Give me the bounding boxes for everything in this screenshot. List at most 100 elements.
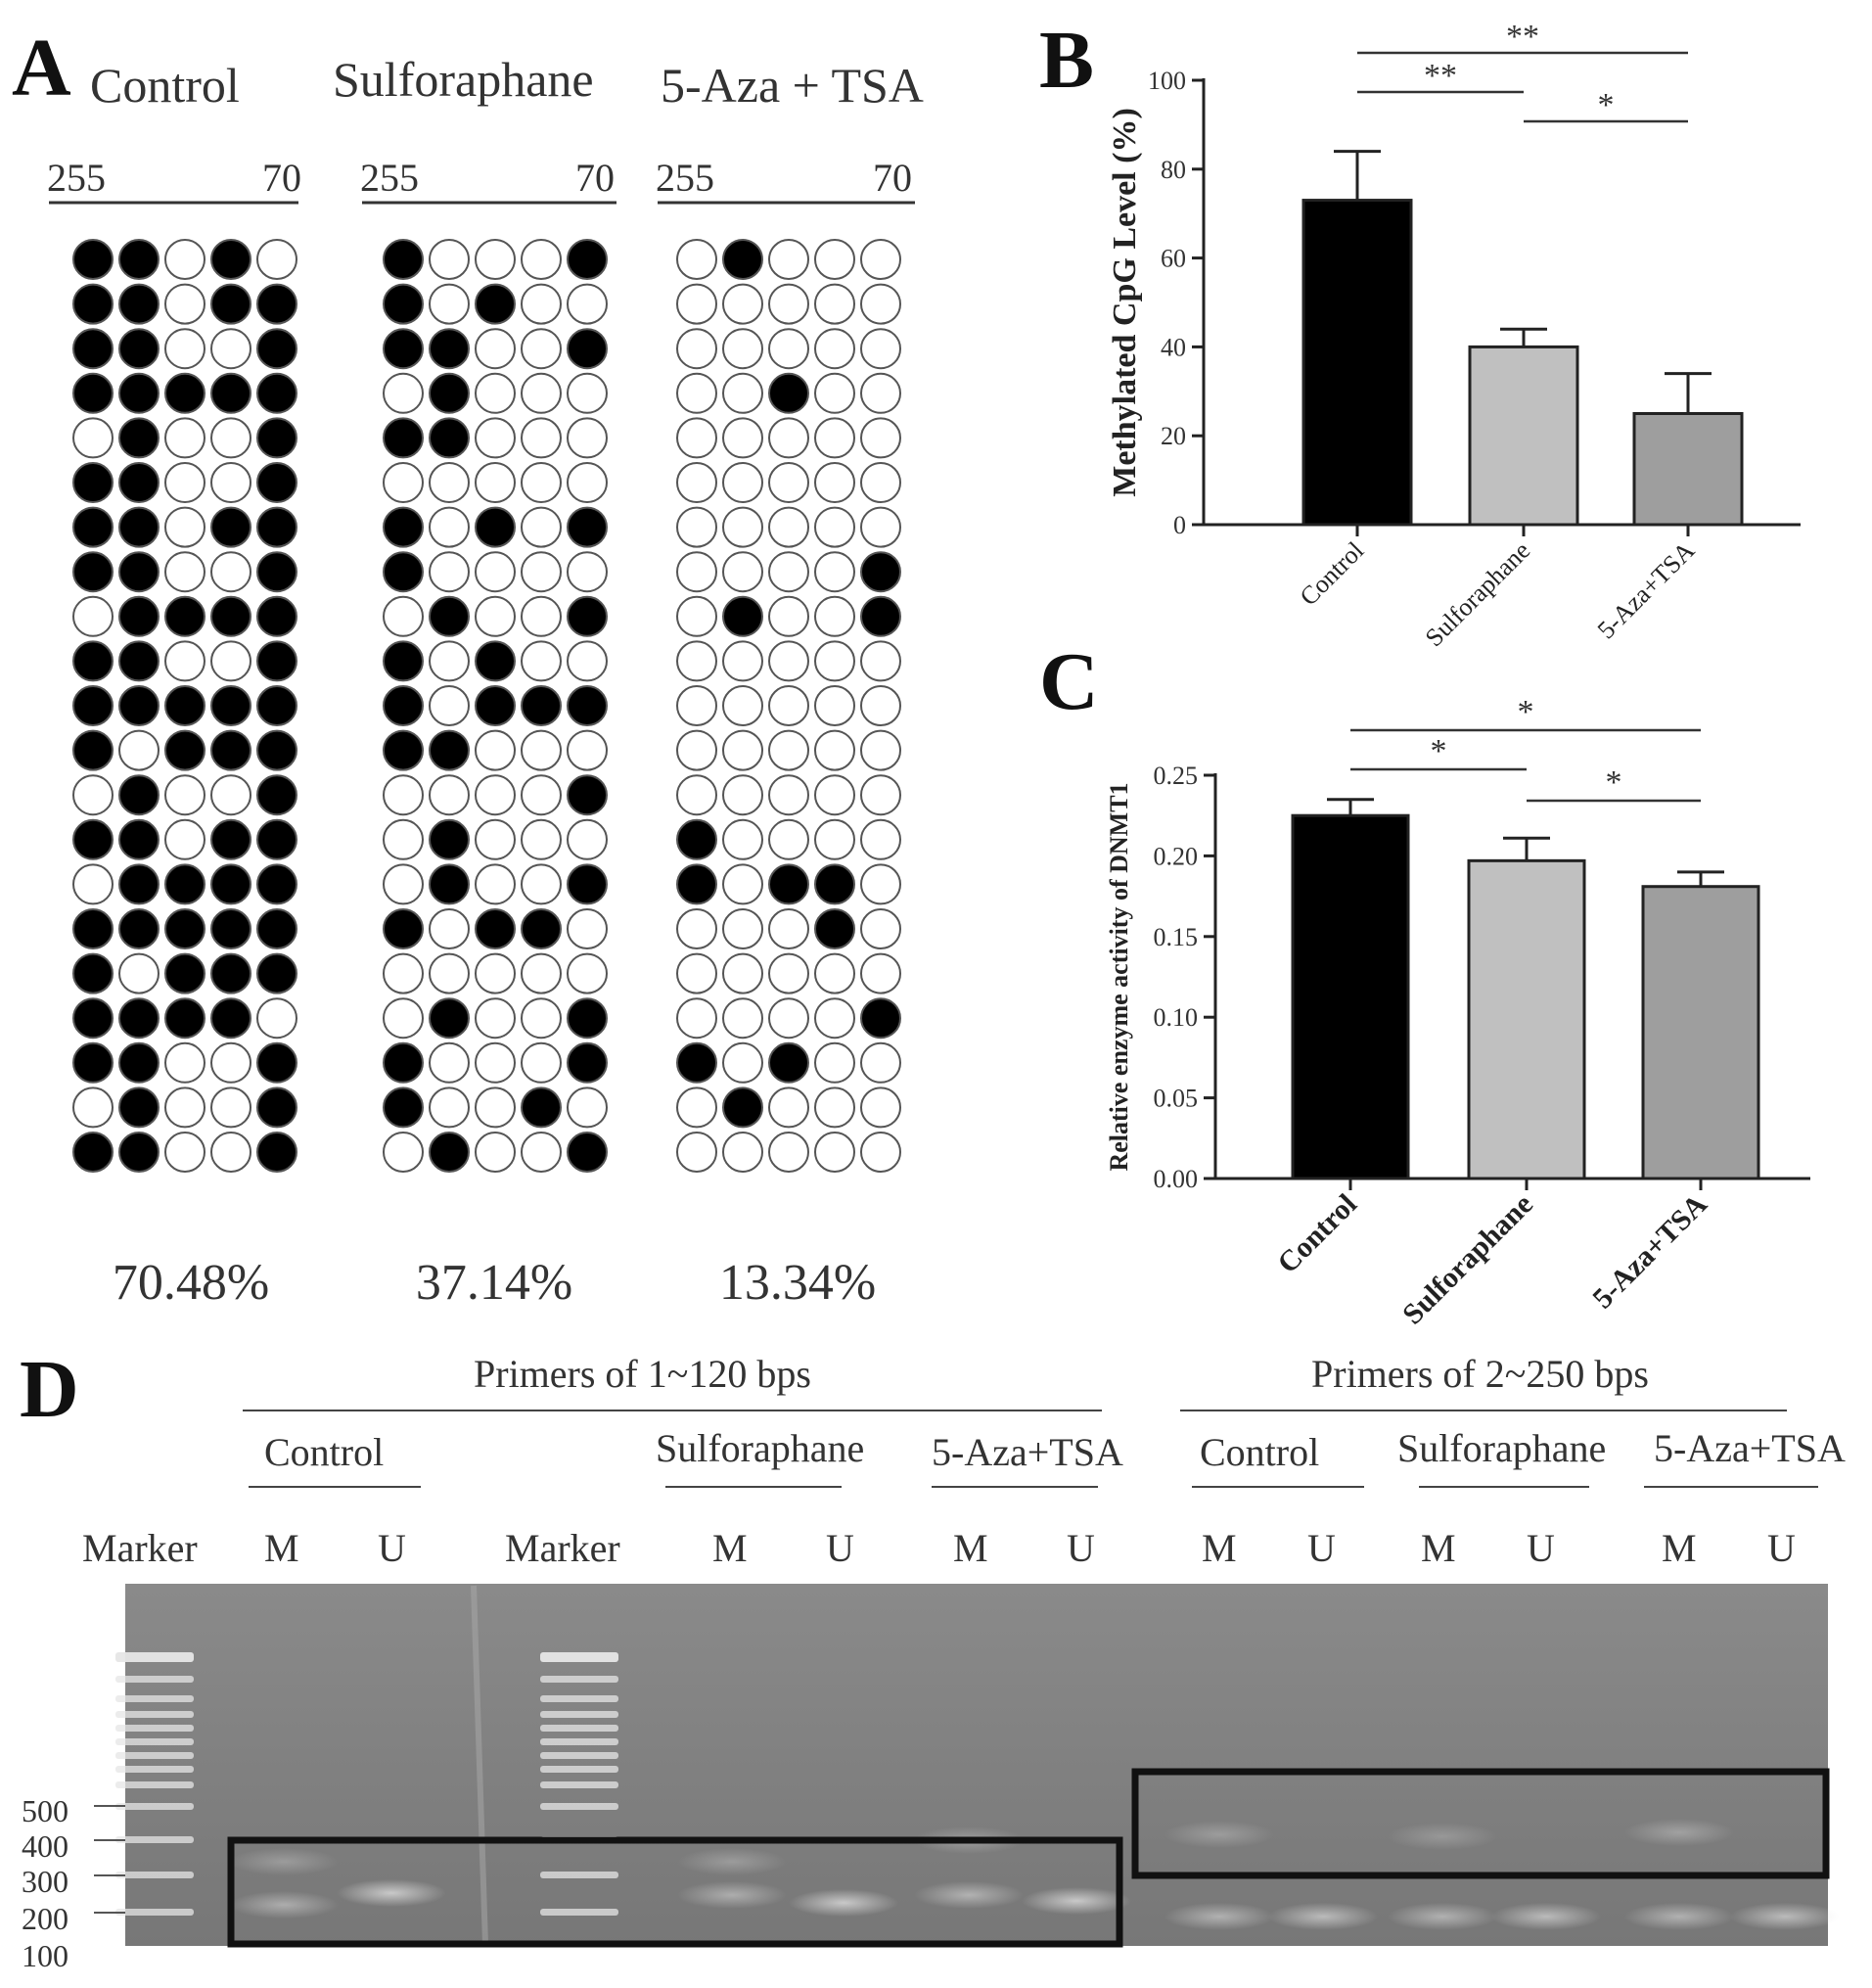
size-label-400: 400 [22,1828,68,1864]
methylated-cpg-dot [256,372,297,414]
methylated-cpg-dot [676,1041,717,1084]
methylated-cpg-dot [118,685,160,726]
panel-label-d: D [20,1344,79,1435]
gel-band [1730,1903,1840,1930]
unmethylated-cpg-dot [383,462,424,503]
unmethylated-cpg-dot [676,952,717,994]
significance-label: * [1431,733,1447,769]
methylated-cpg-dot [567,774,608,816]
unmethylated-cpg-dot [521,417,562,459]
unmethylated-cpg-dot [814,774,855,816]
methylated-cpg-dot [429,1132,470,1173]
group-title-sulforaphane: Sulforaphane [333,52,594,107]
unmethylated-cpg-dot [164,774,205,816]
unmethylated-cpg-dot [164,551,205,593]
unmethylated-cpg-dot [814,685,855,726]
subgroup-label: 5-Aza+TSA [1654,1426,1846,1470]
methylated-cpg-dot [256,729,297,771]
unmethylated-cpg-dot [676,595,717,637]
methylated-cpg-dot [429,997,470,1040]
primer-group-2: Primers of 2~250 bps [1311,1352,1649,1396]
unmethylated-cpg-dot [814,952,855,994]
ladder-band [540,1872,618,1878]
unmethylated-cpg-dot [768,685,809,726]
unmethylated-cpg-dot [860,1132,901,1173]
unmethylated-cpg-dot [814,372,855,414]
unmethylated-cpg-dot [722,997,763,1040]
ladder-band [540,1652,618,1662]
lane-label: U [1527,1526,1555,1570]
methylated-cpg-dot [383,685,424,726]
subgroup-label: 5-Aza+TSA [932,1430,1123,1474]
gel-band [1624,1903,1734,1930]
ladder-band [540,1909,618,1916]
methylated-cpg-dot [72,506,114,548]
unmethylated-cpg-dot [475,774,516,816]
methylated-cpg-dot [118,1041,160,1084]
unmethylated-cpg-dot [118,729,160,771]
y-tick-label: 20 [1161,422,1186,450]
unmethylated-cpg-dot [814,506,855,548]
methylated-cpg-dot [210,997,251,1040]
ladder-band [115,1711,194,1718]
unmethylated-cpg-dot [768,1132,809,1173]
unmethylated-cpg-dot [72,1086,114,1129]
unmethylated-cpg-dot [72,863,114,905]
unmethylated-cpg-dot [475,372,516,414]
unmethylated-cpg-dot [210,1086,251,1129]
methylated-cpg-dot [256,551,297,593]
unmethylated-cpg-dot [860,239,901,280]
methylated-cpg-dot [722,595,763,637]
position-start-label: 255 [656,156,714,200]
unmethylated-cpg-dot [475,997,516,1040]
ladder-band [115,1909,194,1916]
methylated-cpg-dot [118,774,160,816]
unmethylated-cpg-dot [429,685,470,726]
methylated-cpg-dot [210,952,251,994]
unmethylated-cpg-dot [860,818,901,860]
unmethylated-cpg-dot [475,863,516,905]
percentage-control: 70.48% [112,1255,270,1311]
gel-band [1022,1887,1131,1915]
methylated-cpg-dot [210,283,251,325]
unmethylated-cpg-dot [676,774,717,816]
lane-label: U [826,1526,854,1570]
methylated-cpg-dot [676,818,717,860]
methylated-cpg-dot [164,372,205,414]
methylated-cpg-dot [383,1086,424,1129]
methylated-cpg-dot [567,239,608,280]
methylated-cpg-dot [164,908,205,949]
unmethylated-cpg-dot [475,729,516,771]
ladder-band [115,1676,194,1683]
lane-label: U [1767,1526,1796,1570]
unmethylated-cpg-dot [521,506,562,548]
size-label-100: 100 [22,1938,68,1973]
methylated-cpg-dot [521,685,562,726]
unmethylated-cpg-dot [860,685,901,726]
unmethylated-cpg-dot [475,1086,516,1129]
methylated-cpg-dot [814,908,855,949]
ladder-band [540,1695,618,1702]
unmethylated-cpg-dot [164,506,205,548]
methylated-cpg-dot [210,685,251,726]
unmethylated-cpg-dot [722,640,763,682]
ladder-band [115,1803,194,1810]
methylated-cpg-dot [567,328,608,370]
unmethylated-cpg-dot [567,1086,608,1129]
position-start-label: 255 [360,156,419,200]
unmethylated-cpg-dot [814,997,855,1040]
methylated-cpg-dot [860,595,901,637]
gel-band [1388,1903,1497,1930]
unmethylated-cpg-dot [676,997,717,1040]
methylated-cpg-dot [256,462,297,503]
unmethylated-cpg-dot [814,551,855,593]
marker-lane-1 [115,1652,194,1916]
methylated-cpg-dot [72,1041,114,1084]
unmethylated-cpg-dot [768,506,809,548]
unmethylated-cpg-dot [429,774,470,816]
methylated-cpg-dot [118,551,160,593]
unmethylated-cpg-dot [814,417,855,459]
unmethylated-cpg-dot [475,595,516,637]
ladder-band [115,1738,194,1745]
unmethylated-cpg-dot [567,908,608,949]
